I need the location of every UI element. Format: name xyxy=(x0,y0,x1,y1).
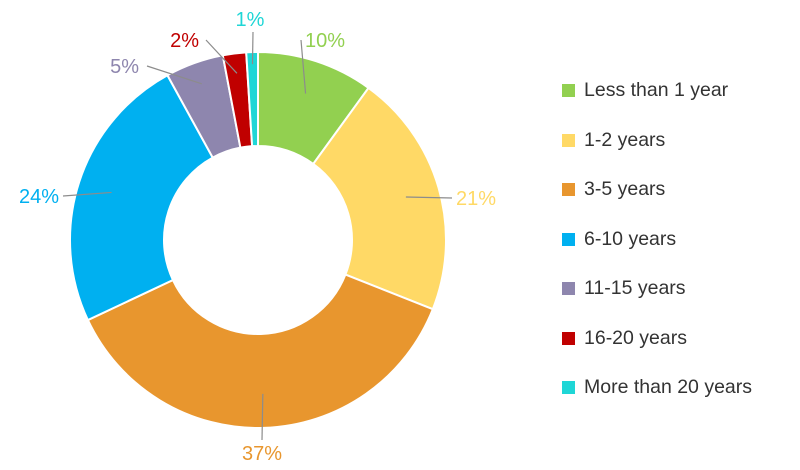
data-label-16-20-years: 2% xyxy=(170,30,199,52)
slice-1-2-years xyxy=(311,86,447,311)
legend-item-6-10-years: 6-10 years xyxy=(562,215,794,265)
legend-swatch xyxy=(562,381,575,395)
legend-label: 1-2 years xyxy=(584,128,666,151)
leader-line-11-15-years xyxy=(146,65,202,85)
legend-item-less-than-1-year: Less than 1 year xyxy=(562,66,794,116)
leader-line-more-than-20-years xyxy=(251,31,254,65)
slices-layer xyxy=(69,50,447,429)
data-label-1-2-years: 21% xyxy=(456,188,496,210)
slice-more-than-20-years xyxy=(245,50,259,148)
data-label-6-10-years: 24% xyxy=(19,186,59,208)
data-label-less-than-1-year: 10% xyxy=(305,30,345,52)
data-label-3-5-years: 37% xyxy=(242,443,282,465)
legend-item-11-15-years: 11-15 years xyxy=(562,264,794,314)
data-label-more-than-20-years: 1% xyxy=(236,9,265,31)
legend-item-16-20-years: 16-20 years xyxy=(562,314,794,364)
legend-swatch xyxy=(562,331,575,345)
legend-item-1-2-years: 1-2 years xyxy=(562,116,794,166)
legend-label: 16-20 years xyxy=(584,326,687,349)
slice-6-10-years xyxy=(69,73,215,322)
legend-swatch xyxy=(562,183,575,197)
slice-3-5-years xyxy=(86,273,435,429)
legend-swatch xyxy=(562,133,575,147)
legend-label: 3-5 years xyxy=(584,178,666,201)
legend-label: 6-10 years xyxy=(584,227,677,250)
legend-item-more-than-20-years: More than 20 years xyxy=(562,363,794,413)
legend-label: 11-15 years xyxy=(584,277,686,300)
data-labels-layer: 10% 21% 37% 24% 5% 2% 1% xyxy=(19,9,496,465)
legend-swatch xyxy=(562,84,575,98)
leader-line-3-5-years xyxy=(261,393,264,441)
legend-label: Less than 1 year xyxy=(584,79,729,102)
data-label-11-15-years: 5% xyxy=(110,56,139,78)
leader-line-1-2-years xyxy=(405,196,453,199)
legend-item-3-5-years: 3-5 years xyxy=(562,165,794,215)
leader-line-6-10-years xyxy=(62,191,112,197)
leader-line-less-than-1-year xyxy=(300,39,307,94)
legend-swatch xyxy=(562,232,575,246)
leader-line-16-20-years xyxy=(205,39,238,74)
legend: Less than 1 year 1-2 years 3-5 years 6-10 y… xyxy=(562,66,794,413)
legend-label: More than 20 years xyxy=(584,376,753,399)
legend-swatch xyxy=(562,282,575,296)
leader-lines-layer xyxy=(62,31,453,441)
